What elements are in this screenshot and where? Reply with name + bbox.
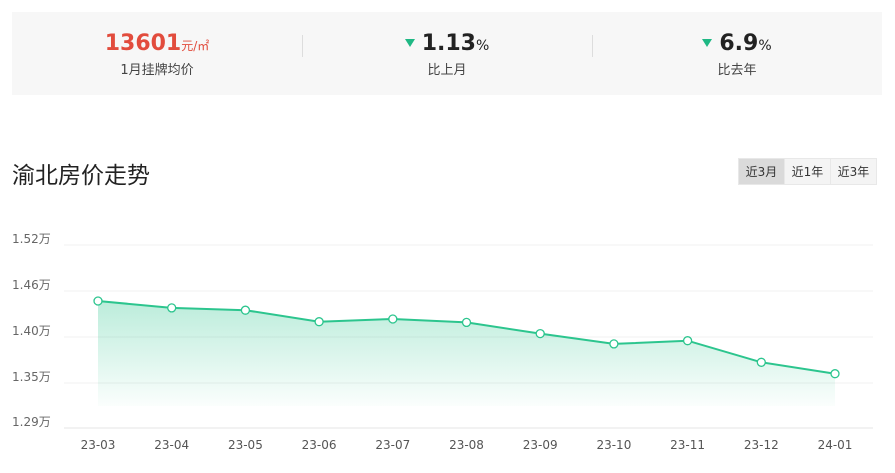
avg-price-label: 1月挂牌均价 — [120, 63, 194, 78]
x-tick-label: 23-08 — [449, 438, 484, 452]
y-tick-label: 1.46万 — [12, 278, 51, 292]
stats-bar: 13601元/㎡ 1月挂牌均价 1.13% 比上月 6.9% 比去年 — [12, 12, 882, 95]
data-point — [167, 303, 177, 313]
chart-title: 渝北房价走势 — [12, 163, 150, 189]
x-tick-label: 23-12 — [744, 438, 779, 452]
y-tick-label: 1.40万 — [12, 324, 51, 338]
data-point — [314, 317, 324, 327]
avg-price-stat: 13601元/㎡ 1月挂牌均价 — [12, 29, 302, 78]
yoy-change-value: 6.9 — [719, 31, 759, 56]
data-point — [756, 357, 766, 367]
data-point — [240, 305, 251, 315]
data-point — [93, 296, 103, 306]
y-tick-label: 1.52万 — [12, 232, 51, 246]
x-tick-label: 23-10 — [596, 438, 631, 452]
data-point — [830, 369, 840, 379]
x-tick-label: 23-03 — [81, 438, 116, 452]
data-point — [388, 314, 398, 324]
x-tick-label: 24-01 — [818, 438, 853, 452]
data-point — [461, 317, 472, 328]
y-tick-label: 1.35万 — [12, 370, 51, 384]
tab-3-months[interactable]: 近3月 — [738, 158, 785, 185]
mom-change-label: 比上月 — [427, 63, 467, 78]
down-arrow-icon — [404, 39, 415, 47]
x-tick-label: 23-07 — [375, 438, 410, 452]
x-tick-label: 23-04 — [154, 438, 189, 452]
y-tick-label: 1.29万 — [12, 415, 51, 429]
x-tick-label: 23-05 — [228, 438, 263, 452]
mom-change-value: 1.13 — [421, 31, 476, 56]
mom-change-stat: 1.13% 比上月 — [302, 29, 592, 78]
mom-change-unit: % — [475, 38, 490, 54]
avg-price-value: 13601 — [104, 31, 182, 56]
down-arrow-icon — [702, 39, 713, 47]
data-point — [682, 336, 693, 346]
series-area — [98, 301, 835, 406]
avg-price-unit: 元/㎡ — [181, 39, 210, 53]
x-tick-label: 23-11 — [670, 438, 705, 452]
yoy-change-unit: % — [758, 38, 772, 54]
tab-1-year[interactable]: 近1年 — [784, 158, 831, 185]
yoy-change-stat: 6.9% 比去年 — [592, 29, 882, 78]
range-tabs: 近3月 近1年 近3年 — [738, 158, 877, 185]
yoy-change-label: 比去年 — [717, 63, 757, 78]
x-tick-label: 23-09 — [523, 438, 558, 452]
data-point — [535, 328, 545, 339]
tab-3-years[interactable]: 近3年 — [830, 158, 877, 185]
x-tick-label: 23-06 — [302, 438, 337, 452]
data-point — [609, 339, 619, 349]
